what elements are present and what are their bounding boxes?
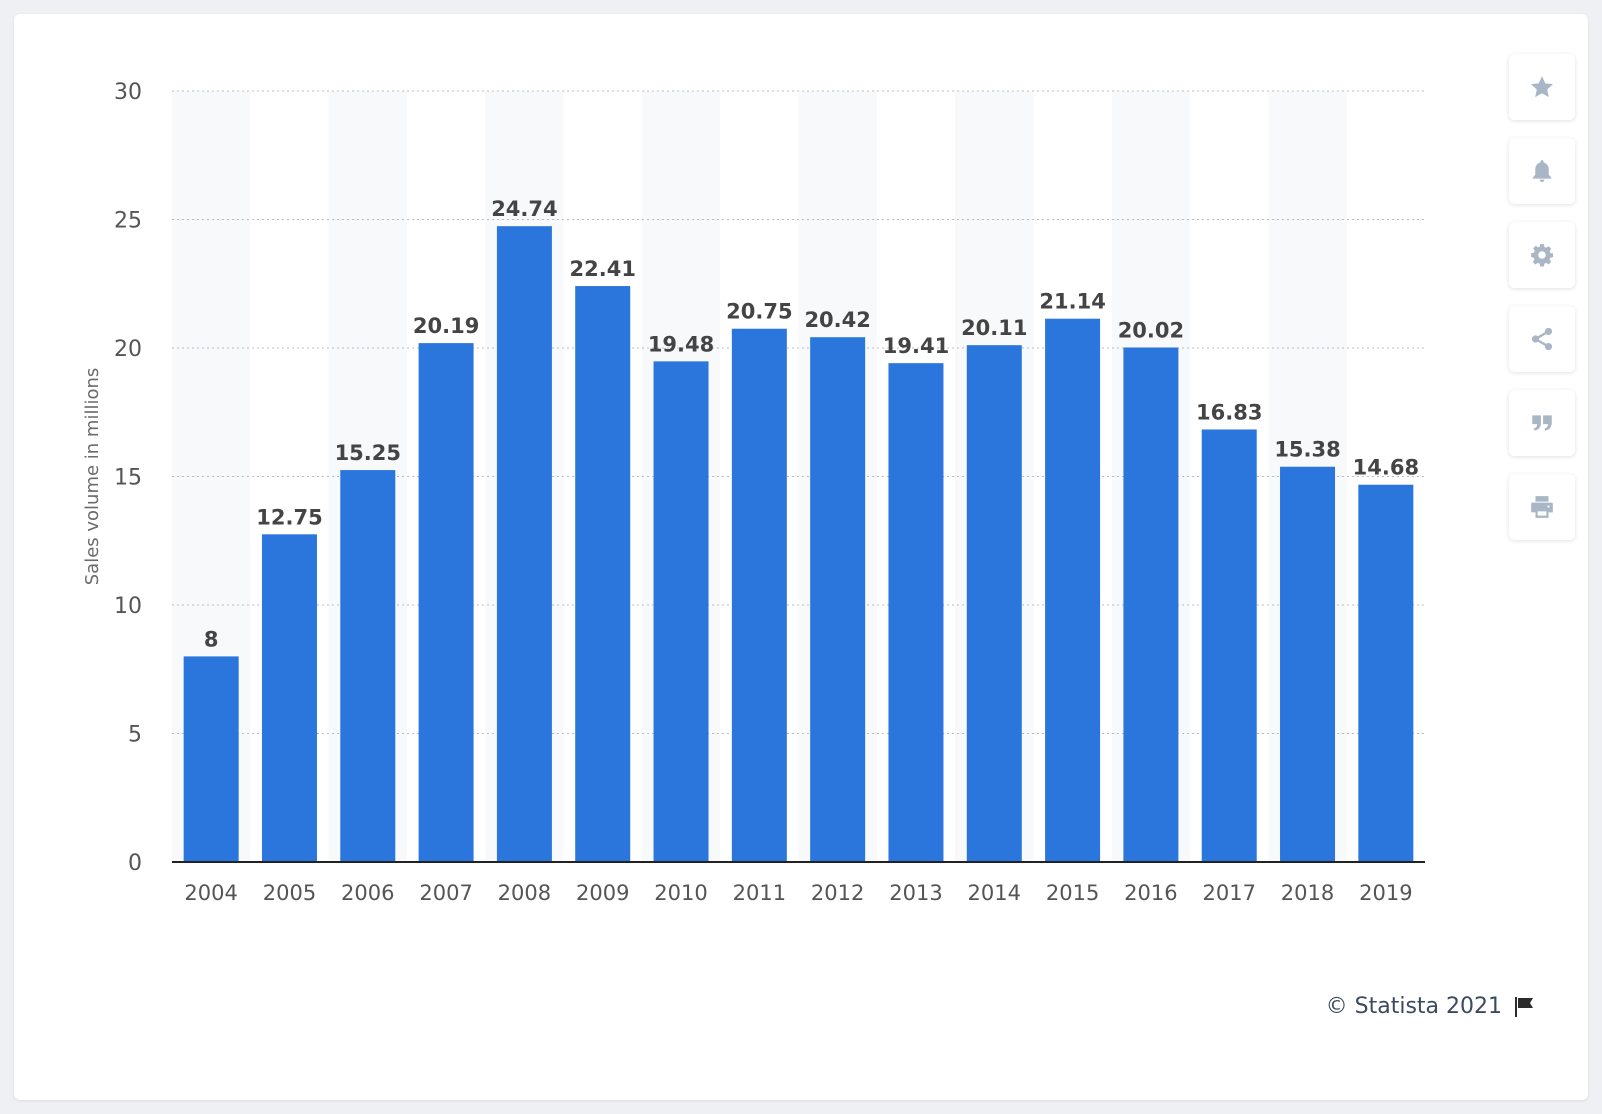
x-tick-label: 2015 bbox=[1046, 881, 1099, 905]
x-tick-label: 2013 bbox=[889, 881, 942, 905]
x-tick-label: 2018 bbox=[1281, 881, 1334, 905]
y-tick-label: 15 bbox=[114, 466, 142, 491]
value-label: 21.14 bbox=[1039, 290, 1105, 314]
value-labels: 8 12.75 15.25 20.19 24.74 22.41 19.48 20.75 20.4… bbox=[204, 197, 1419, 651]
bar bbox=[653, 361, 709, 862]
x-tick-label: 2019 bbox=[1359, 881, 1412, 905]
bar bbox=[810, 337, 866, 862]
y-axis-label: Sales volume in millions bbox=[82, 368, 103, 586]
value-label: 22.41 bbox=[570, 257, 636, 281]
value-label: 19.41 bbox=[883, 334, 949, 358]
x-tick-label: 2008 bbox=[498, 881, 551, 905]
bar bbox=[1123, 347, 1179, 863]
value-label: 15.38 bbox=[1274, 438, 1340, 462]
y-tick-label: 10 bbox=[114, 594, 142, 619]
bar bbox=[183, 656, 239, 862]
bar bbox=[575, 286, 631, 862]
x-tick-label: 2012 bbox=[811, 881, 864, 905]
gridlines bbox=[172, 90, 1425, 734]
favorite-button[interactable] bbox=[1509, 54, 1575, 120]
value-label: 19.48 bbox=[648, 332, 714, 356]
x-tick-label: 2005 bbox=[263, 881, 316, 905]
bar bbox=[1201, 429, 1257, 862]
bar bbox=[731, 328, 787, 863]
x-tick-label: 2006 bbox=[341, 881, 394, 905]
bar bbox=[1358, 484, 1414, 862]
share-button[interactable] bbox=[1509, 306, 1575, 372]
x-tick-label: 2004 bbox=[184, 881, 237, 905]
value-label: 20.19 bbox=[413, 314, 479, 338]
bar bbox=[418, 343, 474, 862]
value-label: 15.25 bbox=[335, 441, 401, 465]
y-axis-ticks: 0 5 10 15 20 25 30 bbox=[114, 80, 142, 876]
value-label: 20.02 bbox=[1118, 318, 1184, 342]
x-tick-label: 2014 bbox=[968, 881, 1021, 905]
gear-icon bbox=[1531, 244, 1554, 267]
value-label: 20.75 bbox=[726, 300, 792, 324]
bar-chart: 0 5 10 15 20 25 30 8 12.75 15.25 20.19 24.74 22.41 1… bbox=[82, 80, 1425, 905]
x-tick-label: 2011 bbox=[733, 881, 786, 905]
bar bbox=[966, 345, 1022, 863]
bars bbox=[183, 226, 1414, 863]
share-icon bbox=[1531, 327, 1553, 351]
y-tick-label: 30 bbox=[114, 80, 142, 105]
x-tick-label: 2009 bbox=[576, 881, 629, 905]
value-label: 20.42 bbox=[804, 308, 870, 332]
quote-icon bbox=[1532, 415, 1552, 431]
x-tick-label: 2010 bbox=[654, 881, 707, 905]
value-label: 8 bbox=[204, 627, 219, 651]
bar bbox=[340, 470, 396, 862]
credit-text: © Statista 2021 bbox=[1325, 994, 1502, 1019]
x-tick-label: 2016 bbox=[1124, 881, 1177, 905]
y-tick-label: 20 bbox=[114, 337, 142, 362]
flag-icon bbox=[1515, 996, 1533, 1017]
x-axis-ticks: 2004 2005 2006 2007 2008 2009 2010 2011 2012 2013… bbox=[184, 881, 1412, 905]
source-credit[interactable]: © Statista 2021 bbox=[1326, 994, 1536, 1019]
x-tick-label: 2007 bbox=[419, 881, 472, 905]
bar bbox=[1280, 466, 1336, 862]
y-tick-label: 25 bbox=[114, 209, 142, 234]
settings-button[interactable] bbox=[1509, 222, 1575, 288]
bar bbox=[888, 363, 944, 862]
x-tick-label: 2017 bbox=[1202, 881, 1255, 905]
value-label: 16.83 bbox=[1196, 400, 1262, 424]
value-label: 12.75 bbox=[256, 505, 322, 529]
print-icon bbox=[1531, 496, 1553, 518]
bell-icon bbox=[1532, 160, 1552, 183]
value-label: 24.74 bbox=[491, 197, 557, 221]
notification-button[interactable] bbox=[1509, 138, 1575, 204]
bar bbox=[496, 226, 552, 862]
cite-button[interactable] bbox=[1509, 390, 1575, 456]
print-button[interactable] bbox=[1509, 474, 1575, 540]
y-tick-label: 0 bbox=[128, 851, 142, 876]
y-tick-label: 5 bbox=[128, 723, 142, 748]
value-label: 14.68 bbox=[1353, 456, 1419, 480]
value-label: 20.11 bbox=[961, 316, 1027, 340]
chart-card: 0 5 10 15 20 25 30 8 12.75 15.25 20.19 24.74 22.41 1… bbox=[14, 14, 1588, 1100]
bar bbox=[261, 534, 317, 862]
toolbar bbox=[1509, 54, 1575, 558]
bar bbox=[1045, 318, 1101, 862]
star-icon bbox=[1530, 76, 1554, 98]
